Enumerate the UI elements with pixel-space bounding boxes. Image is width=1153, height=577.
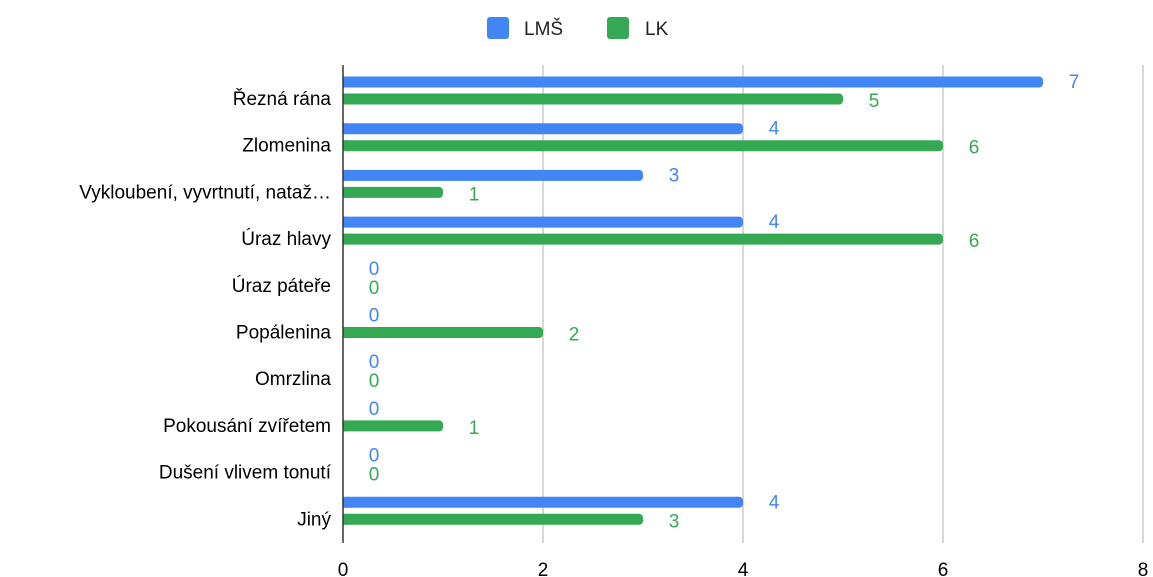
bar-base-lk bbox=[343, 420, 348, 432]
data-label-halo: 1 bbox=[469, 184, 480, 205]
data-label-lms: 0 bbox=[369, 259, 380, 280]
data-label-halo: 0 bbox=[369, 446, 380, 467]
bar-lk bbox=[343, 186, 443, 198]
data-label-lms: 0 bbox=[369, 306, 380, 327]
bar-base-lk bbox=[343, 233, 348, 245]
data-label-lms: 3 bbox=[669, 165, 680, 186]
legend-label-lk: LK bbox=[645, 19, 669, 40]
category-label: Úraz páteře bbox=[232, 275, 331, 297]
data-label-lk: 5 bbox=[869, 91, 880, 112]
bar-base-lk bbox=[343, 140, 348, 152]
data-label-halo: 6 bbox=[969, 138, 980, 159]
bar-lms bbox=[343, 496, 743, 508]
data-label-halo: 2 bbox=[569, 325, 580, 346]
category-label: Jiný bbox=[297, 509, 331, 530]
category-label: Pokousání zvířetem bbox=[163, 416, 331, 437]
data-label-lk: 0 bbox=[369, 465, 380, 486]
category-label: Úraz hlavy bbox=[241, 228, 331, 250]
data-label-lk: 0 bbox=[369, 278, 380, 299]
category-label: Omrzlina bbox=[255, 369, 331, 390]
data-label-lms: 0 bbox=[369, 352, 380, 373]
bar-lk bbox=[343, 140, 943, 152]
bar-base-lk bbox=[343, 93, 348, 105]
data-label-lk: 0 bbox=[369, 371, 380, 392]
bar-lms bbox=[343, 76, 1043, 88]
data-label-halo: 0 bbox=[369, 306, 380, 327]
bar-base-lms bbox=[343, 496, 348, 508]
category-label: Řezná rána bbox=[233, 88, 332, 110]
data-label-lms: 7 bbox=[1069, 72, 1080, 93]
bar-base-lk bbox=[343, 186, 348, 198]
data-label-halo: 0 bbox=[369, 352, 380, 373]
legend: LMŠ LK bbox=[487, 17, 669, 40]
data-label-lms: 4 bbox=[769, 119, 780, 140]
data-label-lk: 3 bbox=[669, 511, 680, 532]
bar-base-lk bbox=[343, 513, 348, 525]
data-label-halo: 4 bbox=[769, 119, 780, 140]
data-label-halo: 0 bbox=[369, 278, 380, 299]
data-label-lk: 6 bbox=[969, 231, 980, 252]
data-label-lms: 4 bbox=[769, 492, 780, 513]
legend-swatch-lms bbox=[487, 17, 509, 39]
data-label-lms: 4 bbox=[769, 212, 780, 233]
x-tick-label: 6 bbox=[938, 560, 949, 577]
data-label-halo: 0 bbox=[369, 399, 380, 420]
data-label-lk: 6 bbox=[969, 138, 980, 159]
bar-lk bbox=[343, 513, 643, 525]
category-label: Vykloubení, vyvrtnutí, nataž… bbox=[79, 182, 331, 203]
category-label: Zlomenina bbox=[242, 136, 331, 157]
x-tick-label: 0 bbox=[338, 560, 349, 577]
legend-swatch-lk bbox=[607, 17, 629, 39]
bar-lk bbox=[343, 420, 443, 432]
bars bbox=[343, 76, 1043, 525]
category-label: Dušení vlivem tonutí bbox=[159, 463, 332, 484]
data-label-halo: 4 bbox=[769, 212, 780, 233]
bar-lms bbox=[343, 216, 743, 228]
bar-lk bbox=[343, 93, 843, 105]
data-label-halo: 4 bbox=[769, 492, 780, 513]
data-label-halo: 1 bbox=[469, 418, 480, 439]
data-label-halo: 7 bbox=[1069, 72, 1080, 93]
data-label-halo: 0 bbox=[369, 259, 380, 280]
bar-lms bbox=[343, 169, 643, 181]
bar-base-lk bbox=[343, 327, 348, 338]
data-label-halo: 3 bbox=[669, 165, 680, 186]
x-tick-label: 2 bbox=[538, 560, 549, 577]
bar-base-lms bbox=[343, 169, 348, 181]
data-label-lms: 0 bbox=[369, 446, 380, 467]
data-label-lk: 1 bbox=[469, 184, 480, 205]
category-label: Popálenina bbox=[236, 323, 332, 344]
data-label-halo: 5 bbox=[869, 91, 880, 112]
data-label-halo: 3 bbox=[669, 511, 680, 532]
data-label-lk: 2 bbox=[569, 325, 580, 346]
data-label-lms: 0 bbox=[369, 399, 380, 420]
data-label-halo: 0 bbox=[369, 371, 380, 392]
legend-label-lms: LMŠ bbox=[524, 18, 563, 40]
bar-base-lms bbox=[343, 76, 348, 88]
axes: 0 2 4 6 8 Řezná rána Zlomenina Vykloubení, vyvr… bbox=[79, 65, 1148, 577]
bar-lk bbox=[343, 327, 543, 338]
x-tick-label: 4 bbox=[738, 560, 749, 577]
data-label-halo: 0 bbox=[369, 465, 380, 486]
x-tick-label: 8 bbox=[1138, 560, 1149, 577]
gridlines bbox=[542, 65, 1144, 543]
bar-lk bbox=[343, 233, 943, 245]
data-label-halo: 6 bbox=[969, 231, 980, 252]
bar-base-lms bbox=[343, 216, 348, 228]
bar-base-lms bbox=[343, 123, 348, 135]
bar-lms bbox=[343, 123, 743, 135]
data-label-lk: 1 bbox=[469, 418, 480, 439]
